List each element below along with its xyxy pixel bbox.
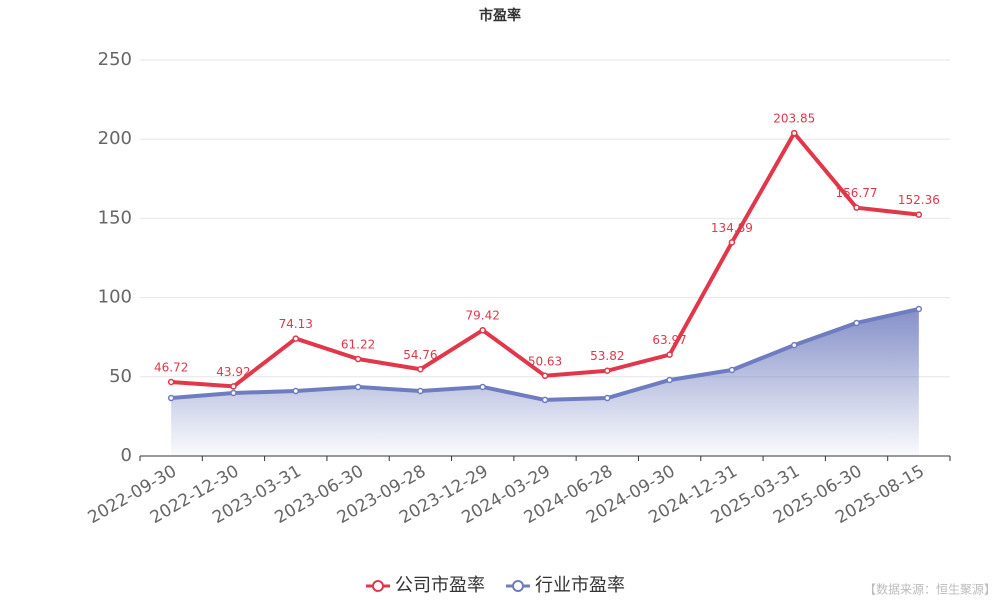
point — [604, 367, 611, 374]
y-tick-label: 200 — [98, 128, 132, 149]
point — [790, 341, 798, 349]
point — [853, 204, 860, 211]
point — [417, 387, 424, 395]
point — [790, 129, 798, 137]
data-label: 79.42 — [466, 309, 500, 323]
data-label: 156.77 — [836, 186, 878, 200]
point — [292, 335, 300, 342]
point — [853, 319, 860, 327]
data-label: 61.22 — [341, 338, 375, 352]
point — [292, 387, 300, 395]
point — [354, 383, 362, 391]
point — [728, 239, 736, 246]
point — [479, 326, 486, 334]
point — [728, 366, 736, 374]
point — [541, 396, 549, 404]
y-tick-label: 50 — [109, 366, 132, 387]
data-label: 54.76 — [403, 348, 437, 362]
y-tick-label: 250 — [98, 49, 132, 70]
legend-label: 公司市盈率 — [395, 575, 485, 596]
point — [230, 389, 237, 397]
legend-icon — [512, 580, 524, 592]
y-tick-label: 100 — [98, 287, 132, 308]
point — [230, 383, 237, 390]
point — [354, 355, 362, 363]
point — [604, 394, 611, 402]
legend-label: 行业市盈率 — [535, 575, 625, 596]
point — [479, 383, 486, 391]
data-label: 203.85 — [773, 112, 815, 126]
chart-title: 市盈率 — [479, 7, 521, 24]
point — [417, 366, 424, 373]
data-label: 50.63 — [528, 354, 562, 368]
point — [167, 394, 175, 402]
data-label: 134.89 — [711, 221, 753, 235]
data-label: 63.97 — [652, 333, 686, 347]
point — [167, 378, 175, 386]
area — [171, 309, 919, 456]
data-label: 46.72 — [154, 360, 188, 374]
source-note: 【数据来源：恒生聚源】 — [864, 582, 996, 597]
legend-icon — [372, 580, 384, 592]
point — [666, 376, 673, 384]
y-tick-label: 0 — [121, 445, 132, 466]
data-label: 53.82 — [590, 349, 624, 363]
point — [915, 305, 923, 313]
data-label: 43.92 — [216, 365, 250, 379]
point — [666, 351, 673, 358]
data-label: 152.36 — [898, 193, 940, 207]
point — [541, 372, 549, 380]
y-tick-label: 150 — [98, 207, 132, 228]
point — [915, 211, 923, 218]
data-label: 74.13 — [279, 317, 313, 331]
